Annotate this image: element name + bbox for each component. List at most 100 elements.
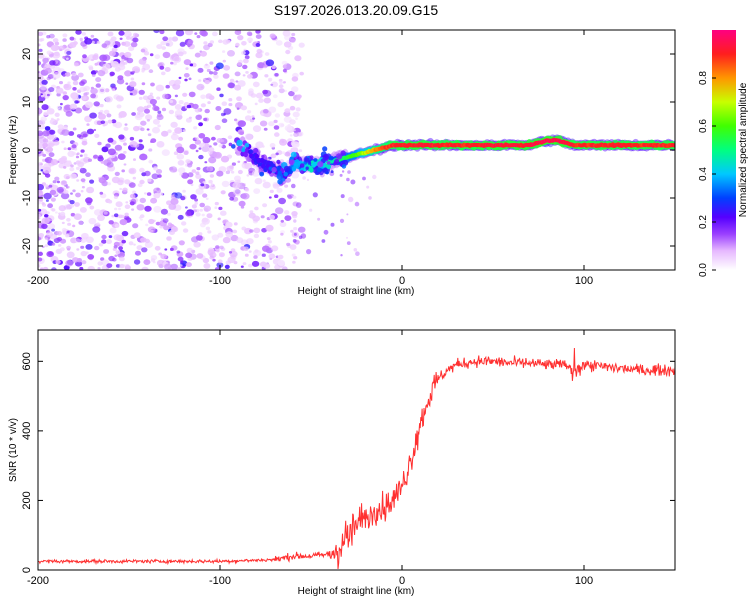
noise-speckle (278, 78, 283, 82)
noise-speckle (164, 67, 171, 72)
noise-speckle (46, 50, 52, 55)
noise-speckle (288, 90, 295, 97)
noise-speckle (79, 207, 87, 213)
noise-speckle (72, 127, 77, 131)
noise-speckle (213, 142, 218, 146)
noise-speckle (350, 179, 356, 185)
noise-speckle (160, 41, 166, 46)
noise-speckle (40, 169, 44, 172)
noise-speckle (273, 125, 280, 130)
ridge-fragment (258, 166, 262, 170)
noise-speckle (312, 192, 318, 198)
noise-speckle (44, 63, 50, 68)
noise-speckle (40, 94, 45, 98)
noise-speckle (114, 67, 121, 72)
noise-speckle (97, 69, 106, 77)
noise-speckle (38, 214, 41, 218)
noise-speckle (106, 263, 113, 268)
noise-speckle (118, 207, 121, 211)
noise-speckle (193, 241, 201, 248)
noise-speckle (90, 88, 98, 95)
ridge-fragment (325, 171, 329, 175)
noise-speckle (118, 30, 125, 36)
noise-speckle (247, 74, 253, 79)
noise-speckle (121, 169, 125, 173)
noise-speckle (242, 262, 247, 266)
noise-speckle (151, 173, 159, 180)
noise-speckle (66, 251, 75, 259)
noise-speckle (165, 84, 170, 89)
noise-speckle (162, 51, 171, 59)
noise-speckle (47, 227, 51, 231)
noise-speckle (252, 81, 260, 88)
noise-speckle (51, 242, 56, 246)
noise-speckle (215, 106, 222, 111)
noise-speckle (41, 104, 49, 111)
noise-speckle (76, 134, 82, 138)
noise-speckle (201, 217, 209, 223)
noise-speckle (50, 159, 59, 166)
spectrogram-xlabel: Height of straight line (km) (298, 286, 415, 297)
noise-speckle (262, 203, 268, 208)
noise-speckle (189, 143, 197, 150)
noise-speckle (179, 172, 183, 176)
noise-speckle (194, 32, 198, 35)
noise-speckle (260, 215, 265, 219)
ridge-fragment (328, 155, 334, 161)
noise-speckle (237, 169, 243, 175)
noise-speckle (242, 64, 248, 70)
noise-speckle (80, 149, 85, 153)
noise-speckle (225, 221, 233, 228)
noise-speckle (290, 38, 296, 43)
noise-speckle (51, 267, 57, 270)
noise-speckle (146, 192, 152, 196)
noise-speckle (218, 206, 223, 211)
noise-speckle (146, 128, 150, 131)
noise-speckle (135, 114, 141, 119)
noise-speckle (139, 197, 146, 204)
noise-speckle (189, 63, 194, 67)
noise-speckle (366, 185, 370, 189)
noise-speckle (173, 151, 179, 155)
noise-speckle (177, 51, 184, 57)
noise-speckle (243, 48, 247, 52)
noise-speckle (200, 183, 205, 187)
noise-speckle (132, 142, 140, 148)
snr-marks (38, 347, 675, 570)
noise-speckle (258, 98, 264, 103)
noise-speckle (275, 152, 279, 156)
noise-speckle (138, 139, 143, 143)
noise-speckle (38, 216, 41, 220)
noise-speckle (208, 179, 213, 184)
noise-speckle (38, 257, 43, 262)
noise-speckle (56, 186, 64, 193)
noise-speckle (290, 229, 294, 233)
ridge-fragment (263, 159, 269, 166)
noise-speckle (50, 44, 59, 52)
noise-speckle (277, 254, 284, 260)
noise-speckle (220, 190, 226, 195)
noise-speckle (148, 69, 154, 74)
noise-speckle (233, 188, 242, 196)
noise-speckle (254, 102, 258, 106)
noise-speckle (47, 74, 54, 79)
noise-speckle (195, 171, 200, 175)
noise-speckle (152, 118, 160, 125)
noise-speckle (262, 108, 269, 114)
noise-speckle (122, 187, 128, 192)
noise-speckle (186, 104, 192, 109)
ridge-fragment (259, 171, 265, 177)
noise-speckle (240, 265, 244, 268)
snr-ylabel: SNR (10 * v/v) (8, 418, 19, 482)
noise-speckle (263, 64, 268, 69)
noise-speckle (278, 122, 285, 128)
noise-speckle (103, 211, 108, 215)
ridge-fragment (293, 161, 301, 169)
noise-speckle (251, 170, 260, 177)
noise-speckle (178, 100, 184, 105)
noise-speckle (78, 220, 84, 225)
noise-speckle (237, 160, 241, 163)
ridge-fragment (277, 179, 283, 185)
noise-speckle (129, 193, 136, 199)
noise-speckle (274, 132, 280, 137)
